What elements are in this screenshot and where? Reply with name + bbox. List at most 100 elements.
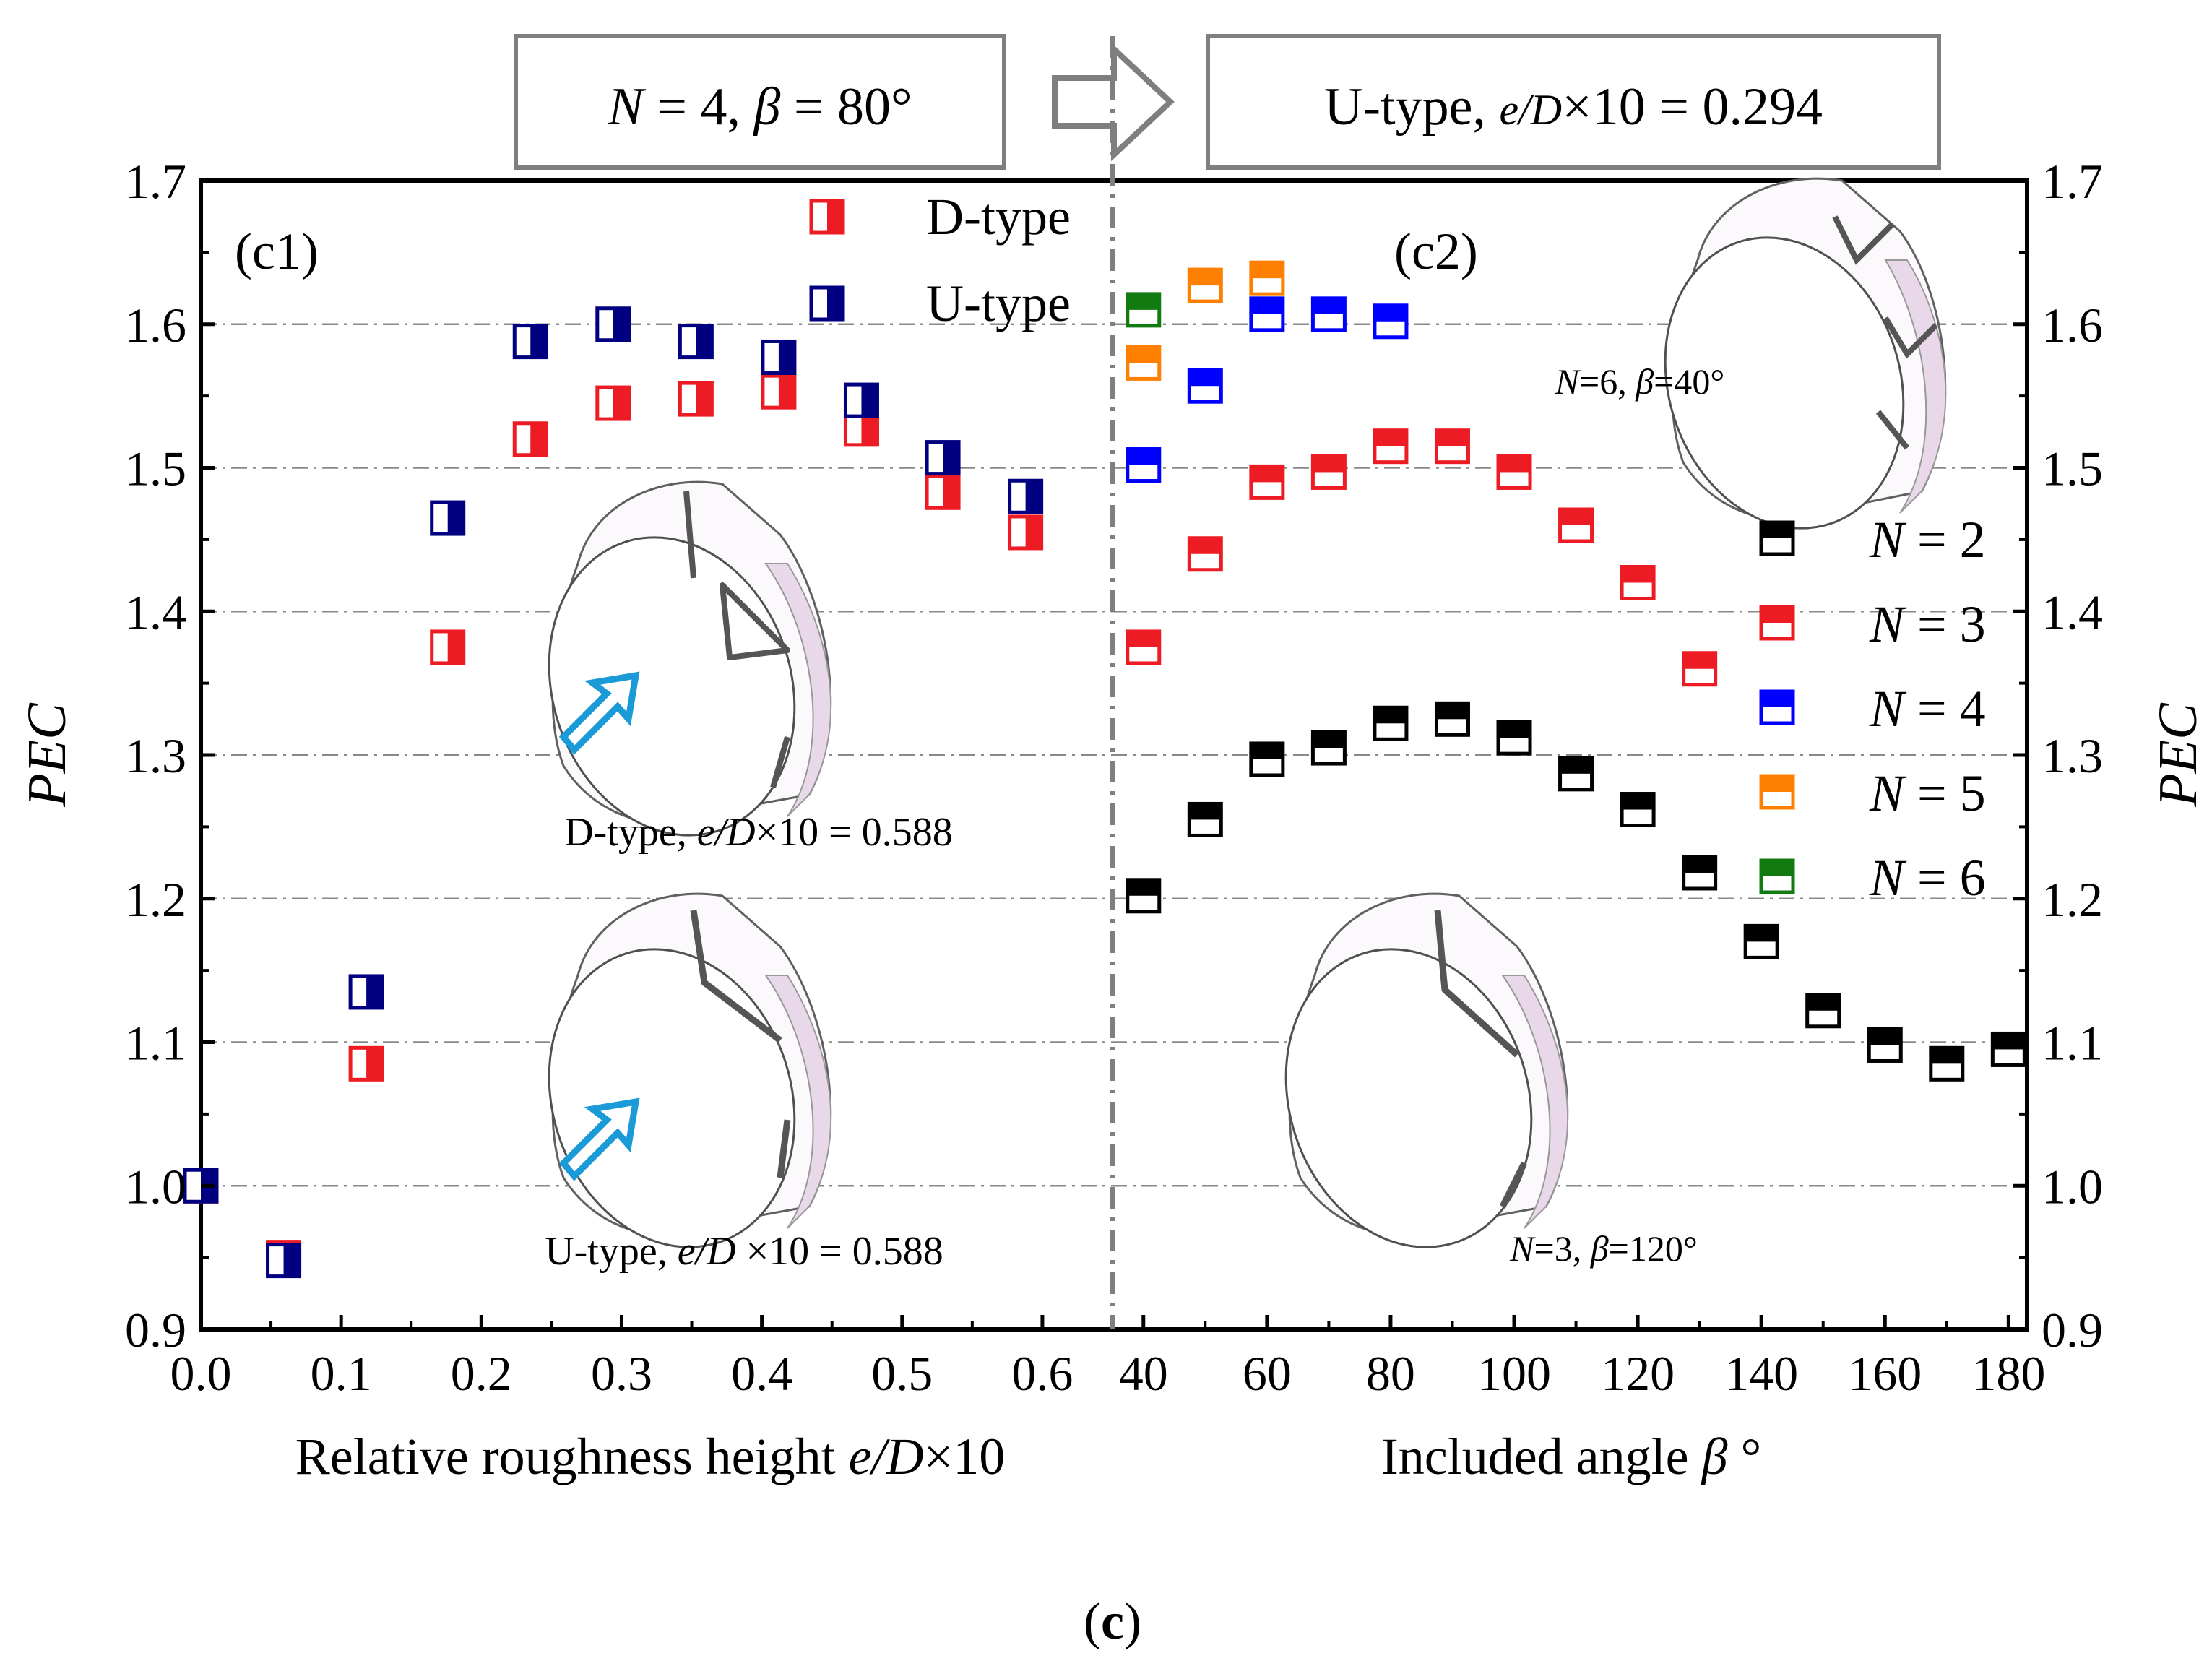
- y-tick-label-right: 1.7: [2042, 154, 2103, 209]
- annotation-n3: N=3, β=120°: [1509, 1228, 1698, 1269]
- marker-fill: [827, 201, 843, 233]
- y-axis-title-right: PEC: [2148, 702, 2208, 808]
- marker-fill: [366, 975, 383, 1008]
- marker-fill: [1189, 370, 1222, 387]
- marker-fill: [1622, 566, 1654, 583]
- data-point-d-type: [1008, 514, 1044, 551]
- insert-illustrations: [548, 177, 1947, 1248]
- annotation-d-type: D-type, e/D×10 = 0.588: [564, 810, 953, 855]
- legend-marker-n4: [1759, 689, 1795, 725]
- data-point-d-type: [678, 381, 714, 417]
- legend-label-rest: = 3: [1904, 595, 1986, 653]
- data-point-u-type: [512, 324, 548, 360]
- legend-label-italic: N: [1869, 849, 1907, 907]
- header-left-box: [514, 34, 1006, 170]
- header-left-text: N = 4, β = 80°: [607, 77, 912, 137]
- data-point-n-4: [1373, 303, 1409, 340]
- n3-insert: [1284, 892, 1569, 1248]
- legend-label-n5: N = 5: [1869, 764, 1986, 822]
- x-tick-label-c1: 0.3: [591, 1346, 652, 1401]
- data-point-n-2: [1249, 741, 1285, 777]
- x-axis-title-c1: Relative roughness height e/D×10: [295, 1428, 1005, 1485]
- x-tick-label-c2: 40: [1119, 1346, 1168, 1401]
- marker-fill: [1761, 691, 1793, 707]
- data-point-u-type: [595, 306, 631, 342]
- x-tick-label-c1: 0.0: [170, 1346, 232, 1401]
- marker-fill: [1127, 347, 1159, 363]
- x-tick-label-c2: 140: [1724, 1346, 1798, 1401]
- legend-label-italic: N: [1869, 595, 1907, 653]
- marker-fill: [1683, 652, 1716, 669]
- marker-fill: [1498, 722, 1531, 738]
- marker-fill: [1761, 860, 1793, 876]
- y-tick-label-right: 1.6: [2042, 298, 2103, 353]
- marker-fill: [1127, 449, 1159, 465]
- legend-label-rest: = 5: [1904, 764, 1986, 822]
- y-tick-label-left: 1.7: [125, 154, 186, 209]
- annotation-u-type: U-type, e/D ×10 = 0.588: [545, 1229, 943, 1274]
- data-point-n-2: [1373, 705, 1409, 741]
- legend-label-rest: = 4: [1904, 680, 1986, 738]
- legend-marker-n3: [1759, 605, 1795, 641]
- marker-fill: [1127, 879, 1159, 896]
- marker-fill: [943, 476, 959, 509]
- marker-fill: [1313, 456, 1345, 473]
- legend-label-italic: N: [1869, 511, 1907, 569]
- marker-fill: [1622, 793, 1654, 810]
- data-point-n-4: [1249, 296, 1285, 332]
- marker-fill: [696, 383, 712, 415]
- marker-fill: [1436, 430, 1469, 446]
- data-point-n-2: [1558, 756, 1594, 792]
- y-tick-label-left: 1.1: [125, 1016, 186, 1071]
- marker-fill: [861, 413, 878, 445]
- data-point-u-type: [348, 974, 384, 1010]
- data-point-n-3: [1682, 651, 1718, 687]
- legend-c2: N = 2N = 3N = 4N = 5N = 6: [1759, 511, 1986, 907]
- marker-fill: [1250, 743, 1283, 759]
- data-point-n-2: [1310, 730, 1347, 766]
- marker-fill: [1761, 522, 1793, 538]
- marker-fill: [1761, 776, 1793, 792]
- data-point-u-type: [266, 1243, 302, 1279]
- marker-fill: [943, 441, 959, 474]
- legend-marker-n6: [1759, 858, 1795, 894]
- marker-fill: [1025, 516, 1042, 548]
- y-tick-label-right: 1.3: [2042, 728, 2103, 783]
- y-axis-title-left: PEC: [17, 702, 77, 808]
- data-point-n-4: [1126, 447, 1162, 483]
- data-point-n-3: [1310, 454, 1347, 490]
- marker-fill: [1560, 757, 1592, 774]
- d-type-insert: [548, 480, 832, 837]
- marker-fill: [1127, 293, 1159, 310]
- marker-fill: [530, 423, 547, 455]
- legend-marker-n5: [1759, 774, 1795, 810]
- y-tick-label-left: 1.0: [125, 1159, 186, 1214]
- data-point-n-2: [1620, 792, 1656, 828]
- y-tick-label-left: 1.2: [125, 872, 186, 927]
- marker-fill: [1127, 631, 1159, 647]
- marker-fill: [283, 1244, 300, 1277]
- x-tick-label-c1: 0.2: [451, 1346, 512, 1401]
- marker-fill: [1683, 856, 1716, 873]
- y-tick-label-left: 1.5: [125, 441, 186, 496]
- data-point-n-3: [1434, 428, 1470, 465]
- data-point-n-3: [1187, 536, 1223, 572]
- panel-label-c2: (c2): [1394, 223, 1478, 280]
- y-tick-label-right: 1.0: [2042, 1159, 2103, 1214]
- marker-fill: [1745, 926, 1778, 942]
- data-point-n-4: [1310, 296, 1347, 332]
- marker-fill: [1869, 1029, 1901, 1045]
- legend-label-n3: N = 3: [1869, 595, 1986, 653]
- data-point-n-2: [1805, 993, 1841, 1029]
- data-point-d-type: [512, 421, 548, 457]
- marker-fill: [366, 1048, 383, 1080]
- x-tick-label-c2: 80: [1366, 1346, 1415, 1401]
- marker-fill: [1930, 1048, 1963, 1064]
- data-point-d-type: [761, 374, 797, 410]
- data-point-n-3: [1558, 507, 1594, 543]
- y-tick-label-right: 1.4: [2042, 584, 2103, 639]
- data-point-n-5: [1126, 345, 1162, 381]
- data-point-n-2: [1434, 701, 1470, 737]
- legend-label-rest: = 6: [1904, 849, 1986, 907]
